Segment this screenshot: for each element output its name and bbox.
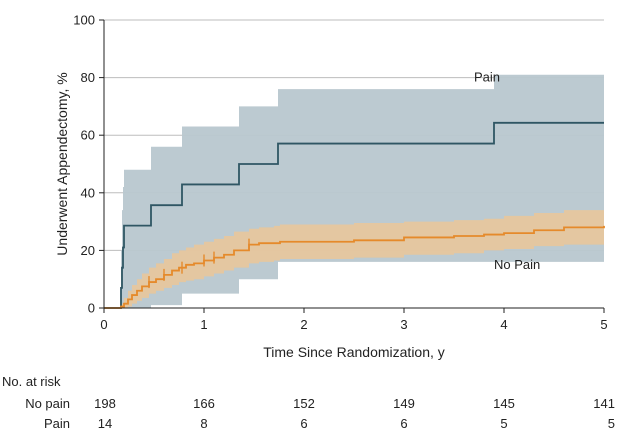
risk-value: 5	[500, 416, 507, 431]
series-annotation: Pain	[474, 70, 500, 85]
x-tick-label: 4	[500, 317, 507, 332]
axis-labels: Time Since Randomization, y Underwent App…	[54, 72, 445, 360]
risk-value: 5	[608, 416, 615, 431]
survival-lines	[104, 121, 605, 309]
risk-value: 6	[300, 416, 307, 431]
x-tick-label: 0	[100, 317, 107, 332]
risk-table-title: No. at risk	[2, 374, 61, 389]
x-tick-label: 1	[200, 317, 207, 332]
risk-value: 6	[400, 416, 407, 431]
y-tick-label: 100	[73, 13, 95, 28]
y-tick-label: 0	[88, 301, 95, 316]
risk-value: 14	[98, 416, 112, 431]
risk-value: 166	[193, 396, 215, 411]
y-tick-label: 20	[81, 243, 95, 258]
x-tick-label: 5	[600, 317, 607, 332]
risk-value: 141	[593, 396, 615, 411]
ci-band-no-pain	[104, 208, 604, 308]
risk-row-label: No pain	[25, 396, 70, 411]
y-tick-label: 40	[81, 185, 95, 200]
annotations: Pain No Pain	[474, 70, 540, 272]
series-annotation: No Pain	[494, 257, 540, 272]
risk-value: 152	[293, 396, 315, 411]
risk-row-label: Pain	[44, 416, 70, 431]
y-tick-label: 60	[81, 128, 95, 143]
risk-value: 8	[200, 416, 207, 431]
x-axis-label: Time Since Randomization, y	[263, 344, 445, 360]
y-axis-label: Underwent Appendectomy, %	[54, 72, 70, 255]
y-tick-label: 80	[81, 70, 95, 85]
x-tick-label: 2	[300, 317, 307, 332]
risk-value: 145	[493, 396, 515, 411]
confidence-bands	[104, 74, 604, 308]
risk-value: 149	[393, 396, 415, 411]
axes: 0 20 40 60 80 100 0 1 2 3 4 5	[73, 13, 607, 333]
risk-value: 198	[94, 396, 116, 411]
series-line-pain	[104, 121, 604, 309]
x-tick-label: 3	[400, 317, 407, 332]
